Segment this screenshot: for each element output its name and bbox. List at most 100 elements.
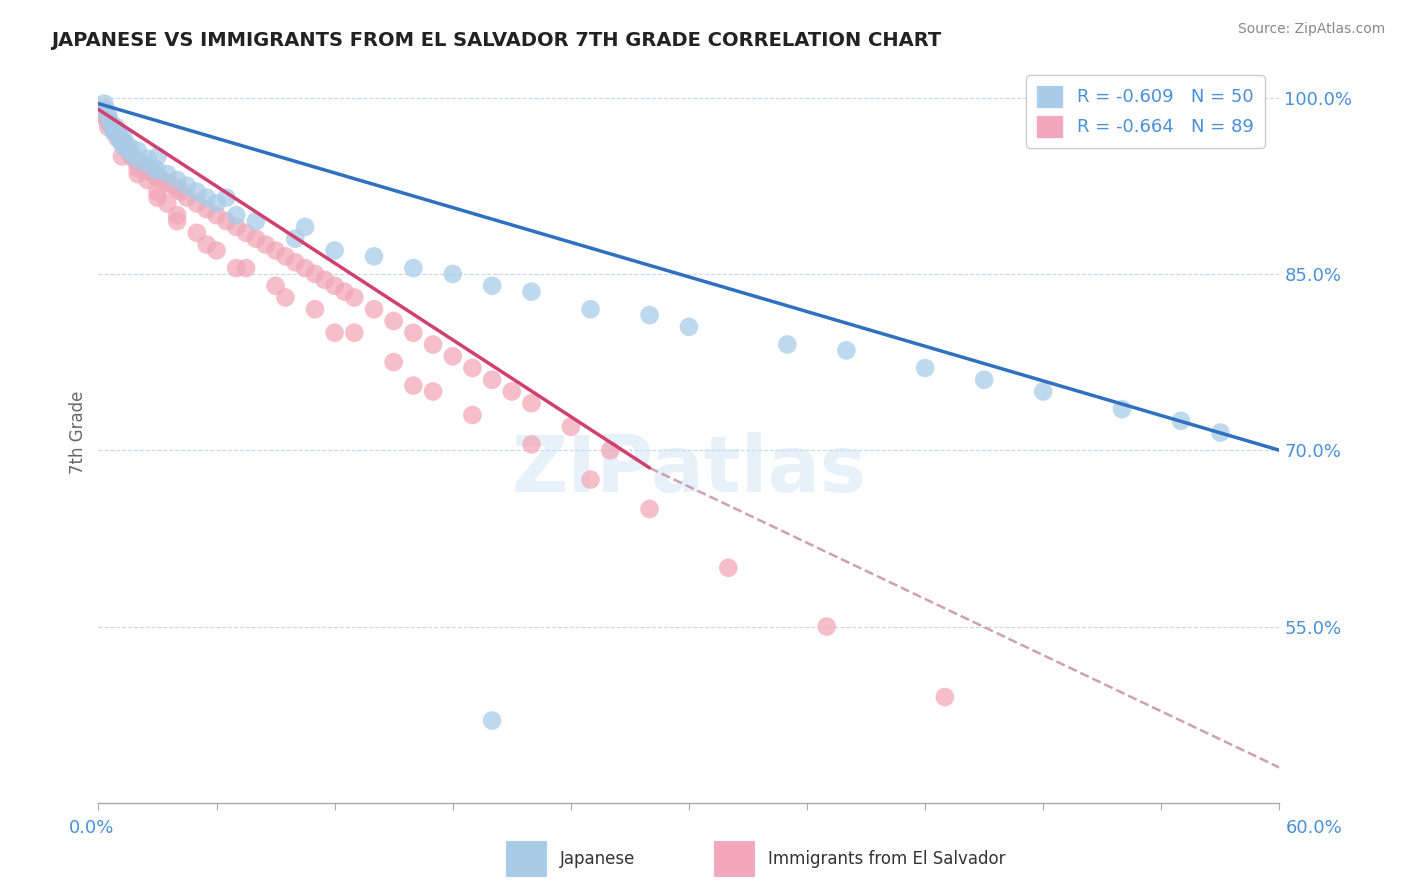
Point bbox=[274, 290, 297, 304]
Point bbox=[176, 191, 198, 205]
Point bbox=[131, 159, 153, 173]
Point bbox=[115, 137, 138, 152]
Point bbox=[579, 473, 602, 487]
Point bbox=[560, 419, 582, 434]
Point bbox=[835, 343, 858, 358]
Text: JAPANESE VS IMMIGRANTS FROM EL SALVADOR 7TH GRADE CORRELATION CHART: JAPANESE VS IMMIGRANTS FROM EL SALVADOR … bbox=[51, 30, 942, 50]
Point bbox=[105, 120, 128, 134]
Text: 0.0%: 0.0% bbox=[69, 819, 114, 837]
Point bbox=[294, 219, 316, 234]
Text: ZIPatlas: ZIPatlas bbox=[512, 432, 866, 508]
Point bbox=[107, 126, 129, 140]
Point bbox=[118, 140, 141, 154]
Point bbox=[103, 123, 125, 137]
Point bbox=[98, 114, 121, 128]
Point bbox=[402, 378, 425, 392]
Point bbox=[205, 244, 228, 258]
Point bbox=[108, 132, 131, 146]
Point bbox=[101, 120, 124, 134]
Point bbox=[105, 126, 128, 140]
Point bbox=[93, 96, 115, 111]
Point bbox=[195, 191, 218, 205]
Point bbox=[343, 326, 366, 340]
Point bbox=[111, 134, 134, 148]
Point bbox=[776, 337, 799, 351]
Point bbox=[422, 337, 444, 351]
Point bbox=[127, 155, 149, 169]
Point bbox=[142, 161, 165, 176]
Point bbox=[815, 619, 838, 633]
Point bbox=[294, 261, 316, 276]
Point bbox=[205, 196, 228, 211]
Point bbox=[579, 302, 602, 317]
Point bbox=[678, 319, 700, 334]
Point bbox=[973, 373, 995, 387]
Legend: R = -0.609   N = 50, R = -0.664   N = 89: R = -0.609 N = 50, R = -0.664 N = 89 bbox=[1026, 75, 1264, 147]
Point bbox=[245, 232, 267, 246]
Text: Japanese: Japanese bbox=[560, 849, 636, 868]
Point bbox=[323, 326, 346, 340]
Point bbox=[93, 108, 115, 122]
Point bbox=[382, 314, 405, 328]
Point bbox=[117, 144, 139, 158]
Point bbox=[162, 178, 184, 193]
Point bbox=[127, 167, 149, 181]
Point bbox=[235, 261, 257, 276]
Point bbox=[314, 273, 336, 287]
Point bbox=[1032, 384, 1054, 399]
Point bbox=[304, 302, 326, 317]
Point bbox=[235, 226, 257, 240]
Point bbox=[91, 103, 114, 117]
Point bbox=[215, 191, 238, 205]
Point bbox=[225, 219, 247, 234]
Point bbox=[166, 173, 188, 187]
Point bbox=[107, 128, 129, 143]
Point bbox=[107, 132, 129, 146]
Point bbox=[1209, 425, 1232, 440]
Bar bbox=[714, 841, 754, 876]
Point bbox=[284, 255, 307, 269]
Text: Immigrants from El Salvador: Immigrants from El Salvador bbox=[768, 849, 1005, 868]
Point bbox=[599, 443, 621, 458]
Point bbox=[111, 137, 134, 152]
Point bbox=[225, 261, 247, 276]
Point bbox=[118, 147, 141, 161]
Point bbox=[1170, 414, 1192, 428]
Point bbox=[146, 191, 169, 205]
Point bbox=[422, 384, 444, 399]
Point bbox=[136, 152, 159, 166]
Point bbox=[166, 208, 188, 222]
Point bbox=[481, 278, 503, 293]
Point bbox=[186, 196, 208, 211]
Point bbox=[108, 132, 131, 146]
Point bbox=[166, 182, 188, 196]
Point bbox=[520, 437, 543, 451]
Point bbox=[304, 267, 326, 281]
Point bbox=[914, 361, 936, 376]
Point bbox=[166, 214, 188, 228]
Point bbox=[112, 132, 135, 146]
Point bbox=[481, 373, 503, 387]
Point bbox=[136, 173, 159, 187]
Point bbox=[441, 349, 464, 363]
Point bbox=[441, 267, 464, 281]
Point bbox=[146, 185, 169, 199]
Bar bbox=[506, 841, 546, 876]
Point bbox=[934, 690, 956, 704]
Point bbox=[264, 278, 287, 293]
Point bbox=[186, 226, 208, 240]
Point bbox=[156, 167, 179, 181]
Point bbox=[138, 163, 160, 178]
Point bbox=[520, 396, 543, 410]
Point bbox=[131, 155, 153, 169]
Point bbox=[127, 144, 149, 158]
Point bbox=[363, 249, 385, 263]
Point bbox=[186, 185, 208, 199]
Point bbox=[323, 278, 346, 293]
Point bbox=[323, 244, 346, 258]
Point bbox=[274, 249, 297, 263]
Point bbox=[156, 175, 179, 189]
Point bbox=[638, 308, 661, 322]
Point bbox=[717, 561, 740, 575]
Text: Source: ZipAtlas.com: Source: ZipAtlas.com bbox=[1237, 22, 1385, 37]
